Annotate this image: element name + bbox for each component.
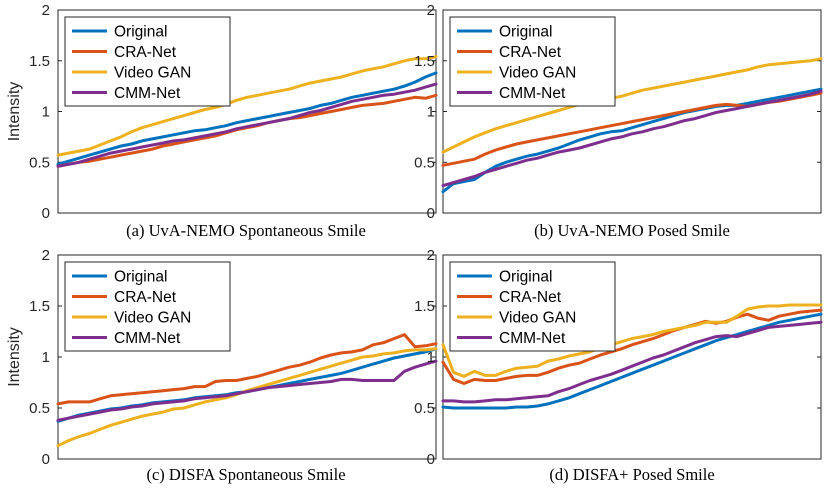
series-line-video-gan — [441, 303, 823, 378]
series-line-video-gan — [56, 55, 438, 157]
y-tick-label: 0.5 — [414, 154, 435, 171]
y-tick-label: 1 — [427, 104, 435, 121]
legend-label: Video GAN — [499, 310, 576, 327]
y-tick-label: 2 — [42, 247, 50, 264]
series-line-cra-net — [441, 308, 823, 385]
legend-label: Original — [499, 24, 552, 41]
legend-label: CMM-Net — [499, 85, 566, 102]
y-tick-label: 1.5 — [414, 53, 435, 70]
series-line-original — [441, 87, 823, 194]
y-axis-label: Intensity — [6, 82, 23, 142]
legend-label: Video GAN — [114, 65, 191, 82]
legend-label: Video GAN — [499, 65, 576, 82]
chart-panel-d: 0 0.5 1 1.5 2 Original CRA-Net Video GAN CMM-Net… — [414, 247, 823, 484]
legend-label: CMM-Net — [114, 85, 181, 102]
legend-label: Video GAN — [114, 310, 191, 327]
series-line-cmm-net — [56, 359, 438, 422]
y-tick-label: 0.5 — [29, 154, 50, 171]
y-tick-label: 0 — [42, 451, 50, 468]
y-tick-label: 2 — [42, 2, 50, 19]
y-tick-label: 1.5 — [414, 298, 435, 315]
panel-caption: (a) UvA-NEMO Spontaneous Smile — [126, 221, 366, 240]
series-line-cra-net — [56, 333, 438, 406]
legend-label: CMM-Net — [114, 330, 181, 347]
y-tick-label: 0.5 — [29, 400, 50, 417]
legend-label: CRA-Net — [499, 289, 562, 306]
y-tick-label: 2 — [427, 247, 435, 264]
y-tick-label: 1 — [42, 104, 50, 121]
legend-label: Original — [114, 24, 167, 41]
y-tick-label: 1 — [42, 349, 50, 366]
y-tick-label: 1.5 — [29, 298, 50, 315]
legend-label: CMM-Net — [499, 330, 566, 347]
y-tick-label: 2 — [427, 2, 435, 19]
y-tick-label: 1 — [427, 349, 435, 366]
y-tick-label: 0 — [42, 205, 50, 222]
series-line-cmm-net — [56, 82, 438, 168]
y-tick-label: 1.5 — [29, 53, 50, 70]
chart-panel-b: 0 0.5 1 1.5 2 Original CRA-Net Video GAN CMM-Net… — [414, 2, 823, 240]
series-line-cmm-net — [441, 320, 823, 404]
y-tick-label: 0.5 — [414, 400, 435, 417]
legend-label: Original — [499, 269, 552, 286]
chart-panel-a: 0 0.5 1 1.5 2 Intensity Original CRA-Net Video G… — [6, 2, 438, 240]
y-tick-label: 0 — [427, 451, 435, 468]
legend-label: CRA-Net — [114, 44, 177, 61]
series-line-original — [441, 312, 823, 410]
legend-label: CRA-Net — [499, 44, 562, 61]
panel-caption: (c) DISFA Spontaneous Smile — [146, 465, 345, 484]
panel-caption: (b) UvA-NEMO Posed Smile — [534, 221, 730, 240]
legend-label: CRA-Net — [114, 289, 177, 306]
panel-caption: (d) DISFA+ Posed Smile — [549, 465, 714, 484]
series-line-cmm-net — [441, 89, 823, 188]
series-line-original — [56, 71, 438, 166]
chart-panel-c: 0 0.5 1 1.5 2 Intensity Original CRA-Net Video G… — [6, 247, 438, 484]
series-line-video-gan — [441, 57, 823, 154]
y-tick-label: 0 — [427, 205, 435, 222]
legend-label: Original — [114, 269, 167, 286]
y-axis-label: Intensity — [6, 327, 23, 387]
